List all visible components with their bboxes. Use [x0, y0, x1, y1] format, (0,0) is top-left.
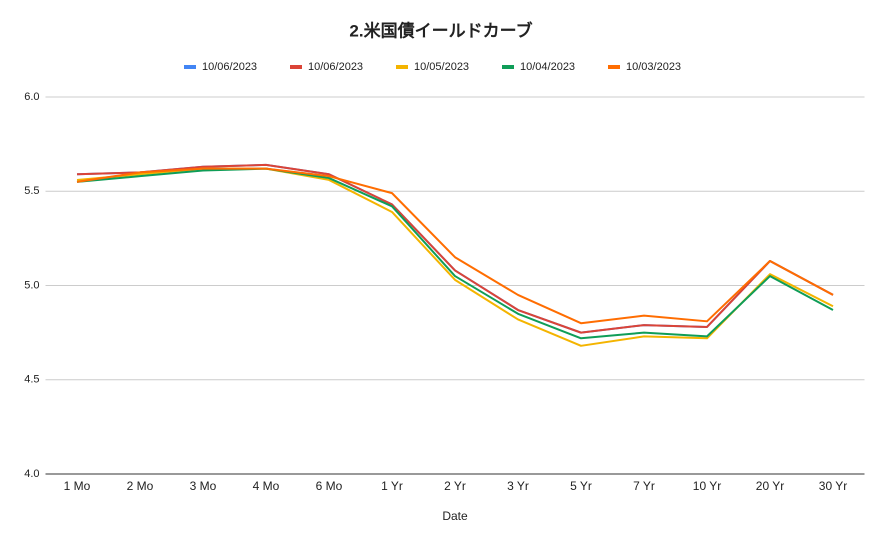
series-line	[76, 163, 834, 334]
x-tick-label: 30 Yr	[819, 479, 847, 493]
x-tick-label: 10 Yr	[693, 479, 721, 493]
x-tick-label: 4 Mo	[253, 479, 280, 493]
series-line	[76, 167, 834, 325]
x-tick-label: 2 Mo	[127, 479, 154, 493]
legend-label: 10/03/2023	[626, 61, 681, 73]
y-tick-label: 6.0	[24, 91, 39, 103]
x-tick-label: 1 Yr	[381, 479, 403, 493]
series-line	[76, 163, 834, 334]
x-tick-label: 3 Yr	[507, 479, 529, 493]
y-tick-label: 5.0	[24, 279, 39, 291]
x-tick-label: 3 Mo	[190, 479, 217, 493]
legend-label: 10/04/2023	[520, 61, 575, 73]
x-tick-label: 7 Yr	[633, 479, 655, 493]
x-tick-label: 2 Yr	[444, 479, 466, 493]
x-tick-label: 1 Mo	[64, 479, 91, 493]
x-tick-label: 5 Yr	[570, 479, 592, 493]
x-tick-label: 20 Yr	[756, 479, 784, 493]
y-tick-label: 5.5	[24, 185, 39, 197]
series-line	[76, 167, 834, 340]
y-tick-label: 4.5	[24, 374, 39, 386]
chart-title: 2.米国債イールドカーブ	[349, 20, 532, 40]
legend-label: 10/06/2023	[202, 61, 257, 73]
legend-label: 10/05/2023	[414, 61, 469, 73]
x-tick-label: 6 Mo	[316, 479, 343, 493]
y-tick-label: 4.0	[24, 468, 39, 480]
legend-label: 10/06/2023	[308, 61, 363, 73]
x-axis-label: Date	[442, 509, 468, 523]
